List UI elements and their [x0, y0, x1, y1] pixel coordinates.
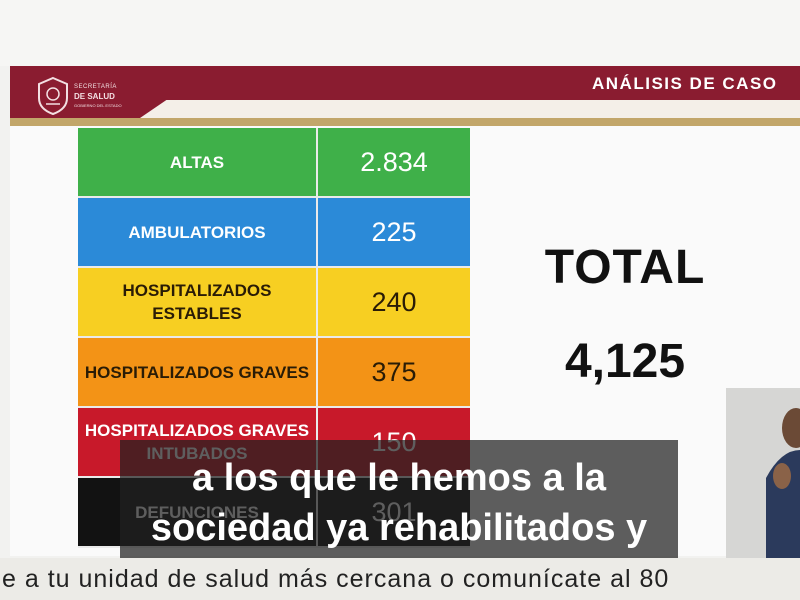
table-row-altas: ALTAS 2.834 — [78, 128, 470, 198]
caption-line-2: sociedad ya rehabilitados y — [150, 507, 648, 549]
logo-text: SECRETARÍA DE SALUD GOBIERNO DEL ESTADO — [74, 83, 122, 110]
row-value: 2.834 — [360, 146, 428, 177]
row-label: HOSPITALIZADOS ESTABLES — [78, 268, 318, 336]
row-value: 240 — [371, 286, 417, 317]
table-row-ambulatorios: AMBULATORIOS 225 — [78, 198, 470, 268]
table-row-hospitalizados-estables: HOSPITALIZADOS ESTABLES 240 — [78, 268, 470, 338]
top-background — [0, 0, 800, 66]
seal-icon — [38, 76, 68, 116]
table-row-hospitalizados-graves: HOSPITALIZADOS GRAVES 375 — [78, 338, 470, 408]
interpreter-figure-icon — [726, 388, 800, 558]
news-ticker: e a tu unidad de salud más cercana o com… — [0, 558, 800, 600]
sign-language-interpreter — [726, 388, 800, 558]
subtitle-caption: a los que le hemos a la sociedad ya reha… — [120, 440, 678, 566]
header-gold-stripe — [10, 118, 800, 126]
caption-line-1: a los que le hemos a la — [192, 457, 606, 499]
row-label: ALTAS — [78, 128, 318, 196]
logo-line-2: DE SALUD — [74, 91, 115, 101]
row-value: 375 — [371, 356, 417, 387]
row-label: HOSPITALIZADOS GRAVES — [78, 338, 318, 406]
logo-line-1: SECRETARÍA — [74, 83, 117, 90]
secretaria-salud-logo: SECRETARÍA DE SALUD GOBIERNO DEL ESTADO — [36, 74, 136, 118]
cases-table: ALTAS 2.834 AMBULATORIOS 225 HOSPITALIZA… — [78, 128, 470, 548]
total-value: 4,125 — [564, 335, 686, 388]
total-label: TOTAL — [544, 241, 706, 294]
header-title: ANÁLISIS DE CASO — [592, 74, 778, 93]
header-divider — [140, 100, 800, 118]
logo-line-3: GOBIERNO DEL ESTADO — [74, 102, 122, 108]
row-label: AMBULATORIOS — [78, 198, 318, 266]
row-value: 225 — [371, 216, 417, 247]
